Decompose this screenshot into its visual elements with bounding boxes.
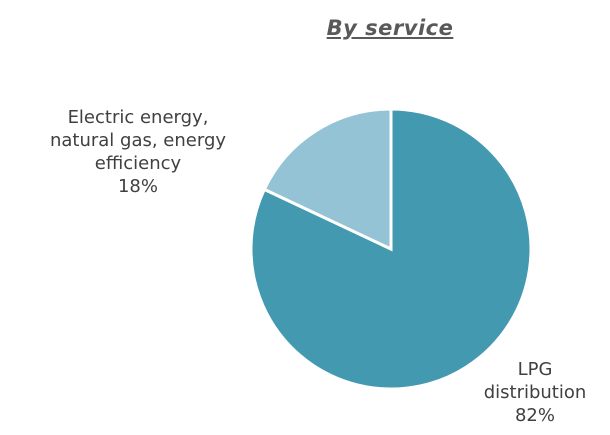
slice-pct-label: 18%: [117, 176, 158, 197]
slice-pct-label: 82%: [514, 405, 555, 426]
slice-label-electric: Electric energy, natural gas, energy eff…: [8, 106, 268, 198]
slice-label-line: efficiency: [94, 153, 182, 174]
slice-label-line: Electric energy,: [67, 107, 209, 128]
slice-label-line: natural gas, energy: [49, 130, 227, 151]
chart-title: By service: [326, 16, 454, 40]
slice-label-line: distribution: [483, 382, 587, 403]
slice-label-line: LPG: [517, 359, 553, 380]
slice-label-lpg: LPG distribution 82%: [470, 358, 600, 427]
pie-slice-electric-energy: [262, 107, 393, 252]
